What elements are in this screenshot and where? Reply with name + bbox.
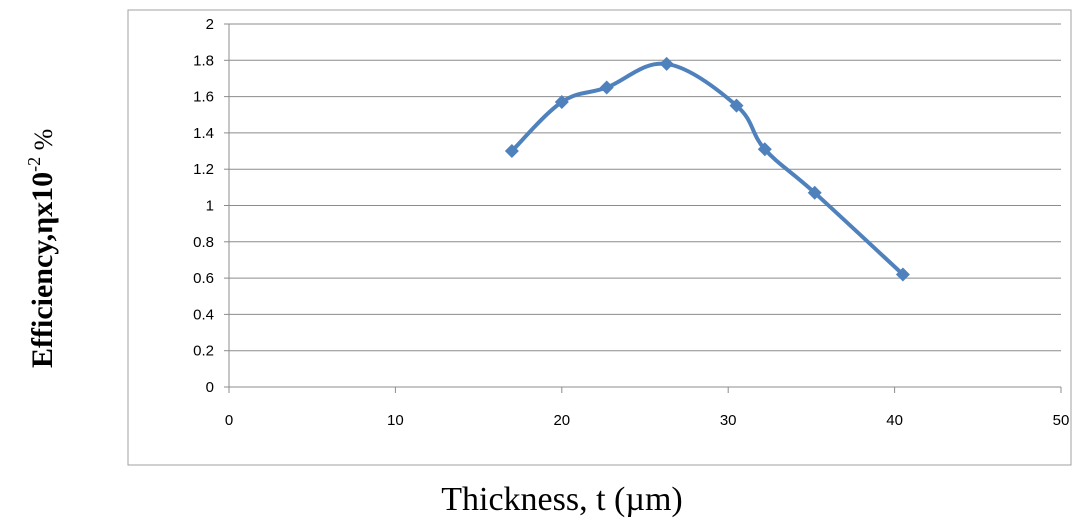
y-tick-label: 1.8 xyxy=(193,52,214,69)
y-axis-label: Efficiency,ηx10-2 % xyxy=(24,129,59,368)
data-point-marker xyxy=(895,267,910,282)
data-point-marker xyxy=(659,56,674,71)
y-tick-label: 0.2 xyxy=(193,343,214,360)
data-point-marker xyxy=(729,98,744,113)
y-tick-label: 0 xyxy=(206,379,214,396)
chart-area-border xyxy=(127,9,1072,466)
y-tick-labels: 0 0.2 0.4 0.6 0.8 1 1.2 1.4 1.6 1.8 2 xyxy=(193,16,214,396)
x-tick-label: 40 xyxy=(886,412,903,429)
data-point-marker xyxy=(504,144,519,159)
x-tick-label: 10 xyxy=(387,412,404,429)
y-tick-label: 0.8 xyxy=(193,234,214,251)
y-tick-label: 1 xyxy=(206,198,214,215)
data-point-marker xyxy=(757,142,772,157)
x-tick-label: 0 xyxy=(225,412,233,429)
gridlines xyxy=(229,23,1061,352)
y-tick-label: 0.4 xyxy=(193,306,214,323)
x-axis-label: Thickness, t (µm) xyxy=(441,481,683,518)
x-tick-label: 30 xyxy=(720,412,737,429)
y-tick-label: 2 xyxy=(206,16,214,33)
y-tick-label: 1.6 xyxy=(193,89,214,106)
data-point-marker xyxy=(554,95,569,110)
axes xyxy=(224,23,1062,393)
y-axis-label-exponent: -2 xyxy=(24,157,44,172)
series-group xyxy=(504,56,910,282)
y-axis-label-main: Efficiency,ηx10 xyxy=(26,172,59,368)
data-point-marker xyxy=(599,80,614,95)
y-tick-label: 1.2 xyxy=(193,161,214,178)
x-tick-labels: 0 10 20 30 40 50 xyxy=(225,412,1070,429)
x-tick-label: 20 xyxy=(553,412,570,429)
x-tick-label: 50 xyxy=(1053,412,1070,429)
y-tick-label: 1.4 xyxy=(193,125,214,142)
y-tick-label: 0.6 xyxy=(193,270,214,287)
y-axis-label-unit: % xyxy=(29,129,58,157)
data-point-marker xyxy=(807,185,822,200)
